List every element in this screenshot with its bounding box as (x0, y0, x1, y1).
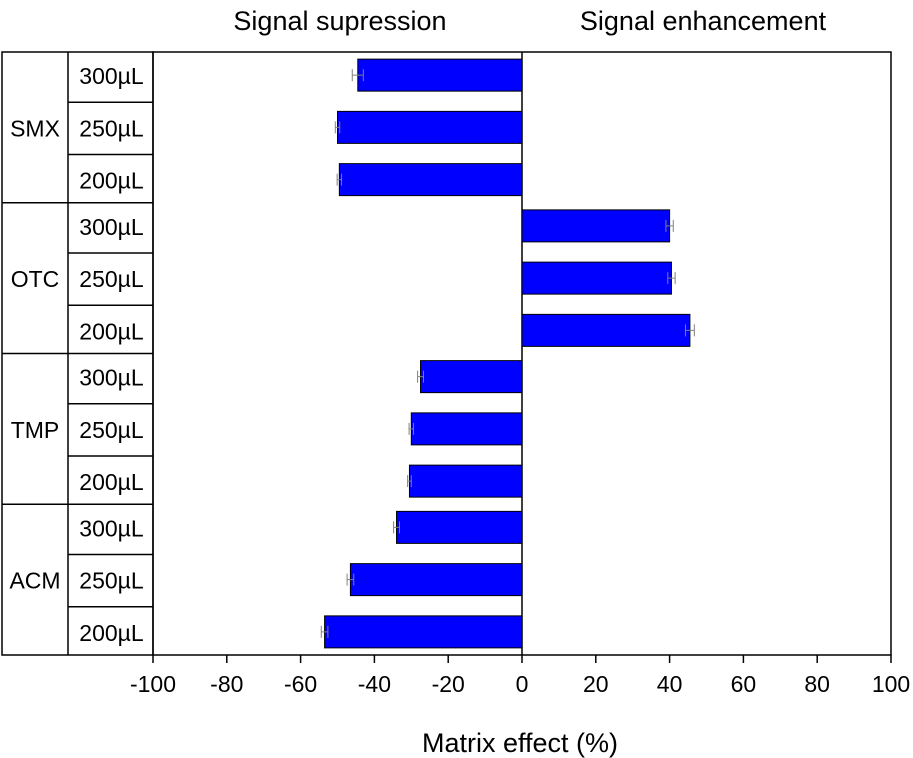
x-tick-label: -20 (432, 671, 465, 697)
plot-area: SMX 300µL 250µL 200µL OTC 300µL 250µL 200µL TMP 3… (1, 51, 910, 697)
row-label: 250µL (79, 266, 144, 292)
x-tick-label: 20 (583, 671, 609, 697)
header-left: Signal supression (233, 6, 446, 36)
bar (521, 209, 671, 243)
bar (396, 510, 523, 544)
bar (357, 58, 523, 92)
row-label: 300µL (79, 365, 144, 391)
x-axis-title: Matrix effect (%) (422, 728, 618, 758)
group-label: SMX (10, 115, 60, 141)
bar (338, 163, 523, 197)
group-label: OTC (11, 266, 60, 292)
bar (324, 615, 523, 649)
x-tick-label: 60 (731, 671, 757, 697)
bar (521, 261, 672, 295)
row-label: 300µL (79, 63, 144, 89)
row-label: 250µL (79, 568, 144, 594)
bar (410, 412, 523, 446)
group-label: ACM (9, 568, 60, 594)
x-tick-label: 40 (657, 671, 683, 697)
x-tick-label: -60 (284, 671, 317, 697)
bar (408, 464, 523, 498)
x-tick-label: 80 (804, 671, 830, 697)
x-tick-label: 0 (516, 671, 529, 697)
row-label: 200µL (79, 620, 144, 646)
bar (349, 563, 523, 597)
bar (521, 313, 691, 347)
row-label: 300µL (79, 214, 144, 240)
x-tick-label: -40 (358, 671, 391, 697)
group-label: TMP (11, 417, 60, 443)
x-tick-label: -100 (130, 671, 176, 697)
row-label: 200µL (79, 318, 144, 344)
row-label: 250µL (79, 417, 144, 443)
bar (337, 110, 523, 144)
x-tick-label: -80 (210, 671, 243, 697)
x-tick-label: 100 (872, 671, 910, 697)
bar (420, 360, 523, 394)
row-label: 300µL (79, 515, 144, 541)
row-label: 200µL (79, 469, 144, 495)
header-right: Signal enhancement (580, 6, 827, 36)
row-label: 250µL (79, 115, 144, 141)
row-label: 200µL (79, 168, 144, 194)
